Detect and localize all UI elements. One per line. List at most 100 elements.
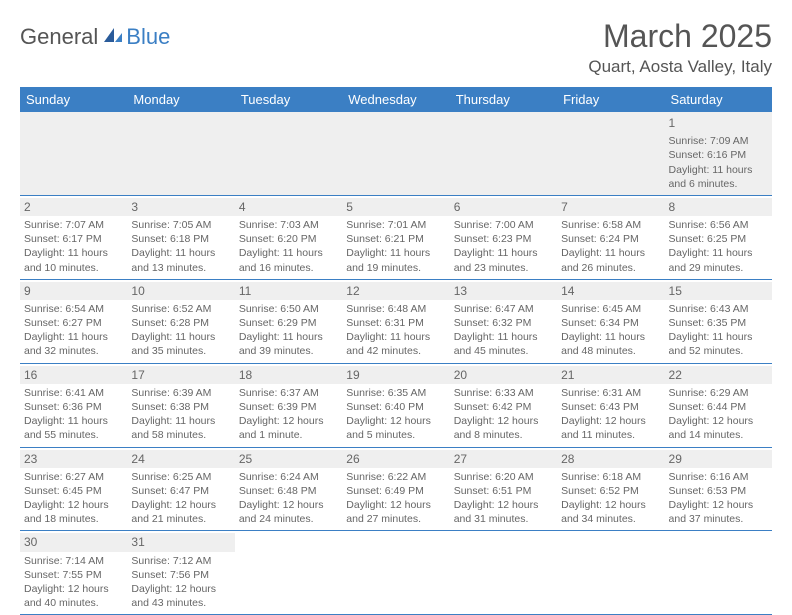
daylight-text: Daylight: 11 hours and 6 minutes. <box>669 163 768 191</box>
calendar-week-row: 30Sunrise: 7:14 AMSunset: 7:55 PMDayligh… <box>20 531 772 615</box>
sunset-text: Sunset: 6:47 PM <box>131 484 230 498</box>
title-area: March 2025 Quart, Aosta Valley, Italy <box>588 18 772 77</box>
daylight-text: Daylight: 12 hours and 31 minutes. <box>454 498 553 526</box>
calendar-day-cell: 8Sunrise: 6:56 AMSunset: 6:25 PMDaylight… <box>665 195 772 279</box>
sunrise-text: Sunrise: 6:20 AM <box>454 470 553 484</box>
day-number: 6 <box>450 198 557 216</box>
day-number: 12 <box>342 282 449 300</box>
daylight-text: Daylight: 11 hours and 13 minutes. <box>131 246 230 274</box>
day-header: Tuesday <box>235 87 342 112</box>
sunset-text: Sunset: 6:31 PM <box>346 316 445 330</box>
day-number: 2 <box>20 198 127 216</box>
page-title: March 2025 <box>588 18 772 55</box>
sunrise-text: Sunrise: 6:37 AM <box>239 386 338 400</box>
sunset-text: Sunset: 6:40 PM <box>346 400 445 414</box>
sunrise-text: Sunrise: 6:31 AM <box>561 386 660 400</box>
sunset-text: Sunset: 6:17 PM <box>24 232 123 246</box>
sunset-text: Sunset: 6:44 PM <box>669 400 768 414</box>
sunset-text: Sunset: 6:20 PM <box>239 232 338 246</box>
calendar-day-cell: 17Sunrise: 6:39 AMSunset: 6:38 PMDayligh… <box>127 363 234 447</box>
day-number: 16 <box>20 366 127 384</box>
sunset-text: Sunset: 6:18 PM <box>131 232 230 246</box>
calendar-empty-cell <box>557 531 664 615</box>
day-number: 4 <box>235 198 342 216</box>
sunrise-text: Sunrise: 6:18 AM <box>561 470 660 484</box>
day-header-row: SundayMondayTuesdayWednesdayThursdayFrid… <box>20 87 772 112</box>
sunrise-text: Sunrise: 7:09 AM <box>669 134 768 148</box>
daylight-text: Daylight: 11 hours and 26 minutes. <box>561 246 660 274</box>
sunrise-text: Sunrise: 6:47 AM <box>454 302 553 316</box>
daylight-text: Daylight: 12 hours and 11 minutes. <box>561 414 660 442</box>
sunrise-text: Sunrise: 6:41 AM <box>24 386 123 400</box>
calendar-day-cell: 27Sunrise: 6:20 AMSunset: 6:51 PMDayligh… <box>450 447 557 531</box>
day-number: 15 <box>665 282 772 300</box>
sunrise-text: Sunrise: 6:24 AM <box>239 470 338 484</box>
daylight-text: Daylight: 12 hours and 43 minutes. <box>131 582 230 610</box>
sunset-text: Sunset: 6:52 PM <box>561 484 660 498</box>
daylight-text: Daylight: 12 hours and 21 minutes. <box>131 498 230 526</box>
day-number: 13 <box>450 282 557 300</box>
sunrise-text: Sunrise: 7:14 AM <box>24 554 123 568</box>
sunset-text: Sunset: 6:45 PM <box>24 484 123 498</box>
calendar-day-cell: 3Sunrise: 7:05 AMSunset: 6:18 PMDaylight… <box>127 195 234 279</box>
calendar-week-row: 2Sunrise: 7:07 AMSunset: 6:17 PMDaylight… <box>20 195 772 279</box>
day-number: 1 <box>665 114 772 132</box>
daylight-text: Daylight: 12 hours and 5 minutes. <box>346 414 445 442</box>
daylight-text: Daylight: 11 hours and 10 minutes. <box>24 246 123 274</box>
calendar-empty-cell <box>235 112 342 195</box>
day-header: Thursday <box>450 87 557 112</box>
calendar-day-cell: 2Sunrise: 7:07 AMSunset: 6:17 PMDaylight… <box>20 195 127 279</box>
sunrise-text: Sunrise: 6:22 AM <box>346 470 445 484</box>
sunrise-text: Sunrise: 6:33 AM <box>454 386 553 400</box>
day-number: 9 <box>20 282 127 300</box>
logo: General Blue <box>20 24 170 50</box>
sunrise-text: Sunrise: 6:29 AM <box>669 386 768 400</box>
calendar-empty-cell <box>450 112 557 195</box>
sunset-text: Sunset: 6:25 PM <box>669 232 768 246</box>
sunrise-text: Sunrise: 7:03 AM <box>239 218 338 232</box>
daylight-text: Daylight: 11 hours and 52 minutes. <box>669 330 768 358</box>
sunset-text: Sunset: 6:34 PM <box>561 316 660 330</box>
calendar-week-row: 23Sunrise: 6:27 AMSunset: 6:45 PMDayligh… <box>20 447 772 531</box>
calendar-day-cell: 16Sunrise: 6:41 AMSunset: 6:36 PMDayligh… <box>20 363 127 447</box>
sunrise-text: Sunrise: 7:01 AM <box>346 218 445 232</box>
calendar-day-cell: 19Sunrise: 6:35 AMSunset: 6:40 PMDayligh… <box>342 363 449 447</box>
calendar-empty-cell <box>557 112 664 195</box>
daylight-text: Daylight: 11 hours and 48 minutes. <box>561 330 660 358</box>
day-number: 24 <box>127 450 234 468</box>
sunrise-text: Sunrise: 6:25 AM <box>131 470 230 484</box>
day-number: 11 <box>235 282 342 300</box>
sunset-text: Sunset: 6:16 PM <box>669 148 768 162</box>
sunset-text: Sunset: 6:23 PM <box>454 232 553 246</box>
calendar-week-row: 16Sunrise: 6:41 AMSunset: 6:36 PMDayligh… <box>20 363 772 447</box>
calendar-empty-cell <box>127 112 234 195</box>
daylight-text: Daylight: 11 hours and 19 minutes. <box>346 246 445 274</box>
sunrise-text: Sunrise: 7:12 AM <box>131 554 230 568</box>
day-number: 5 <box>342 198 449 216</box>
calendar-day-cell: 9Sunrise: 6:54 AMSunset: 6:27 PMDaylight… <box>20 279 127 363</box>
daylight-text: Daylight: 12 hours and 34 minutes. <box>561 498 660 526</box>
sunset-text: Sunset: 7:56 PM <box>131 568 230 582</box>
day-number: 18 <box>235 366 342 384</box>
sunset-text: Sunset: 6:48 PM <box>239 484 338 498</box>
calendar-day-cell: 21Sunrise: 6:31 AMSunset: 6:43 PMDayligh… <box>557 363 664 447</box>
sunrise-text: Sunrise: 6:48 AM <box>346 302 445 316</box>
calendar-day-cell: 24 Sunrise: 6:25 AMSunset: 6:47 PMDayligh… <box>127 447 234 531</box>
sunrise-text: Sunrise: 6:45 AM <box>561 302 660 316</box>
day-number: 14 <box>557 282 664 300</box>
daylight-text: Daylight: 11 hours and 58 minutes. <box>131 414 230 442</box>
day-number: 7 <box>557 198 664 216</box>
sunrise-text: Sunrise: 6:16 AM <box>669 470 768 484</box>
calendar-day-cell: 22Sunrise: 6:29 AMSunset: 6:44 PMDayligh… <box>665 363 772 447</box>
daylight-text: Daylight: 11 hours and 35 minutes. <box>131 330 230 358</box>
calendar-day-cell: 1 Sunrise: 7:09 AMSunset: 6:16 PMDaylight… <box>665 112 772 195</box>
day-number: 20 <box>450 366 557 384</box>
calendar-day-cell: 12Sunrise: 6:48 AMSunset: 6:31 PMDayligh… <box>342 279 449 363</box>
calendar-day-cell: 7Sunrise: 6:58 AMSunset: 6:24 PMDaylight… <box>557 195 664 279</box>
day-number: 23 <box>20 450 127 468</box>
calendar-day-cell: 31Sunrise: 7:12 AMSunset: 7:56 PMDayligh… <box>127 531 234 615</box>
calendar-day-cell: 14 Sunrise: 6:45 AMSunset: 6:34 PMDayligh… <box>557 279 664 363</box>
calendar-day-cell: 28Sunrise: 6:18 AMSunset: 6:52 PMDayligh… <box>557 447 664 531</box>
daylight-text: Daylight: 11 hours and 45 minutes. <box>454 330 553 358</box>
sunrise-text: Sunrise: 6:54 AM <box>24 302 123 316</box>
